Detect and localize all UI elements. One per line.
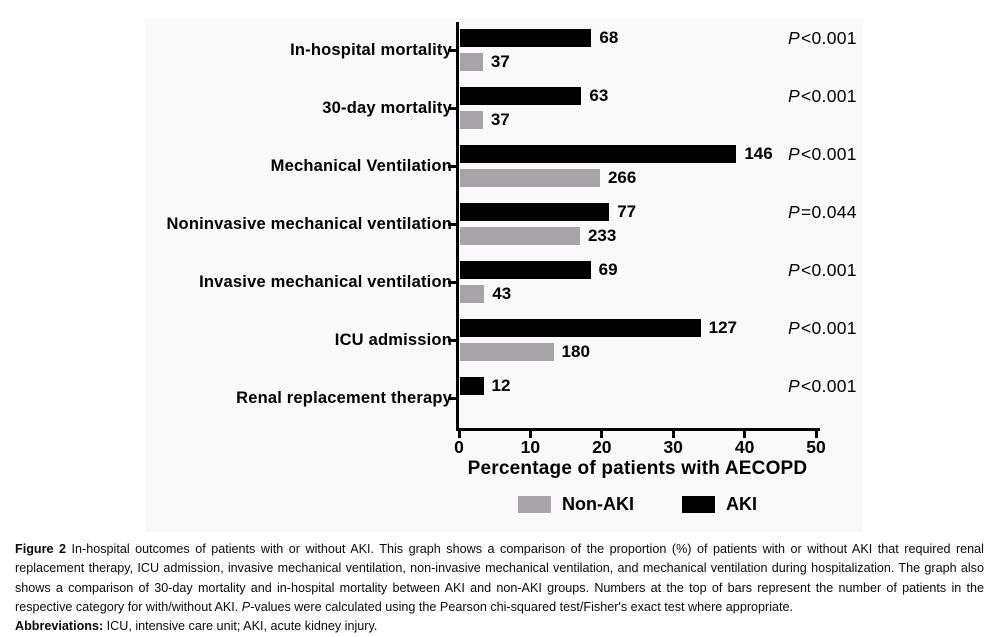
category-label: In-hospital mortality [290, 41, 452, 59]
bar-value-aki: 146 [744, 144, 773, 163]
caption-abbr-label: Abbreviations: [15, 619, 104, 634]
legend-label-aki: AKI [725, 494, 757, 514]
p-value: P<0.001 [788, 86, 857, 106]
bar-value-aki: 69 [598, 260, 618, 279]
bar-non-aki [460, 169, 600, 187]
y-axis-line [456, 22, 459, 431]
bar-non-aki [460, 111, 483, 129]
caption-body: In-hospital outcomes of patients with or… [15, 542, 984, 614]
x-axis-tick [528, 431, 532, 438]
x-axis-tick [743, 431, 747, 438]
x-tick-label: 10 [520, 437, 541, 457]
bar-aki [460, 87, 582, 105]
figure-2-chart-panel: Percentage of patients with AECOPD Non-A… [145, 18, 863, 532]
y-axis-tick [448, 281, 458, 284]
y-axis-tick [448, 339, 458, 342]
y-axis-tick [448, 397, 458, 400]
bar-aki [460, 377, 484, 395]
x-axis-tick [814, 431, 818, 438]
legend-swatch-aki [681, 496, 715, 513]
legend-label-non-aki: Non-AKI [562, 494, 634, 514]
x-axis-tick [671, 431, 675, 438]
bar-non-aki [460, 53, 483, 71]
y-axis-tick [448, 49, 458, 52]
bar-value-aki: 68 [599, 28, 619, 47]
y-axis-tick [448, 107, 458, 110]
x-axis-tick [600, 431, 604, 438]
x-tick-label: 30 [663, 437, 683, 457]
bar-value-aki: 12 [491, 376, 511, 395]
legend-swatch-non-aki [518, 496, 551, 513]
bar-aki [460, 29, 592, 47]
p-value: P<0.001 [788, 28, 857, 48]
x-axis-line [456, 428, 820, 431]
caption-p-italic: P [241, 599, 251, 614]
legend-item-aki: AKI [681, 494, 757, 515]
bar-non-aki [460, 227, 580, 245]
x-tick-label: 0 [454, 437, 464, 457]
y-axis-tick [448, 165, 458, 168]
figure-caption: Figure 2 In-hospital outcomes of patient… [15, 540, 984, 636]
p-value: P<0.001 [788, 144, 857, 164]
x-axis-tick [457, 431, 461, 438]
p-value: P=0.044 [788, 202, 857, 222]
y-axis-tick [448, 223, 458, 226]
category-label: Noninvasive mechanical ventilation [166, 215, 452, 233]
chart-legend: Non-AKI AKI [459, 494, 816, 515]
category-label: Renal replacement therapy [236, 389, 452, 407]
caption-body2: -values were calculated using the Pearso… [250, 599, 794, 614]
x-tick-label: 20 [592, 437, 612, 457]
caption-figure-label: Figure 2 [15, 542, 66, 556]
bar-non-aki [460, 285, 485, 303]
category-label: Mechanical Ventilation [270, 157, 452, 175]
legend-item-non-aki: Non-AKI [518, 494, 634, 515]
x-tick-label: 40 [734, 437, 755, 457]
bar-value-aki: 77 [617, 202, 637, 221]
bar-aki [460, 319, 701, 337]
bar-value-aki: 63 [589, 86, 609, 105]
bar-value-non-aki: 180 [561, 342, 590, 361]
bar-value-non-aki: 37 [490, 110, 510, 129]
bar-aki [460, 203, 610, 221]
caption-paragraph: Figure 2 In-hospital outcomes of patient… [15, 540, 984, 617]
category-label: Invasive mechanical ventilation [199, 273, 452, 291]
p-value: P<0.001 [788, 318, 857, 338]
x-tick-label: 50 [806, 437, 826, 457]
x-axis-title: Percentage of patients with AECOPD [467, 458, 808, 479]
bar-value-non-aki: 233 [587, 226, 617, 245]
bar-non-aki [460, 343, 554, 361]
category-label: 30-day mortality [322, 99, 452, 117]
bar-aki [460, 145, 737, 163]
bar-value-non-aki: 43 [492, 284, 512, 303]
category-label: ICU admission [334, 331, 452, 349]
bar-aki [460, 261, 591, 279]
caption-abbr-body: ICU, intensive care unit; AKI, acute kid… [103, 619, 378, 634]
bar-value-aki: 127 [708, 318, 737, 337]
p-value: P<0.001 [788, 260, 857, 280]
caption-abbreviations: Abbreviations: ICU, intensive care unit;… [15, 617, 984, 636]
bar-value-non-aki: 266 [607, 168, 637, 187]
p-value: P<0.001 [788, 376, 857, 396]
bar-value-non-aki: 37 [490, 52, 510, 71]
